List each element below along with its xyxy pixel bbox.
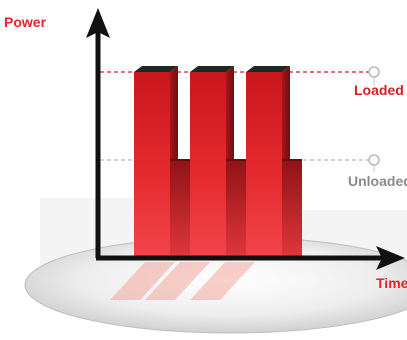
x-axis-label: Time: [376, 275, 407, 291]
power-bars: [134, 66, 302, 258]
loaded-level-marker: [368, 66, 380, 78]
unloaded-step: [170, 160, 190, 258]
unloaded-step: [282, 160, 302, 258]
loaded-level-label: Loaded: [354, 82, 404, 98]
loaded-bar-top: [190, 66, 234, 72]
unloaded-level-marker: [368, 154, 380, 166]
bar-reflection: [110, 262, 255, 300]
loaded-bar-top: [134, 66, 178, 72]
loaded-bar: [246, 72, 282, 258]
unloaded-level-label: Unloaded: [348, 173, 407, 189]
x-axis-arrow: [376, 246, 405, 270]
loaded-bar-top: [246, 66, 290, 72]
loaded-bar: [134, 72, 170, 258]
loaded-bar: [190, 72, 226, 258]
y-axis-label: Power: [4, 14, 47, 30]
unloaded-step: [226, 160, 246, 258]
y-axis-arrow: [86, 8, 110, 38]
